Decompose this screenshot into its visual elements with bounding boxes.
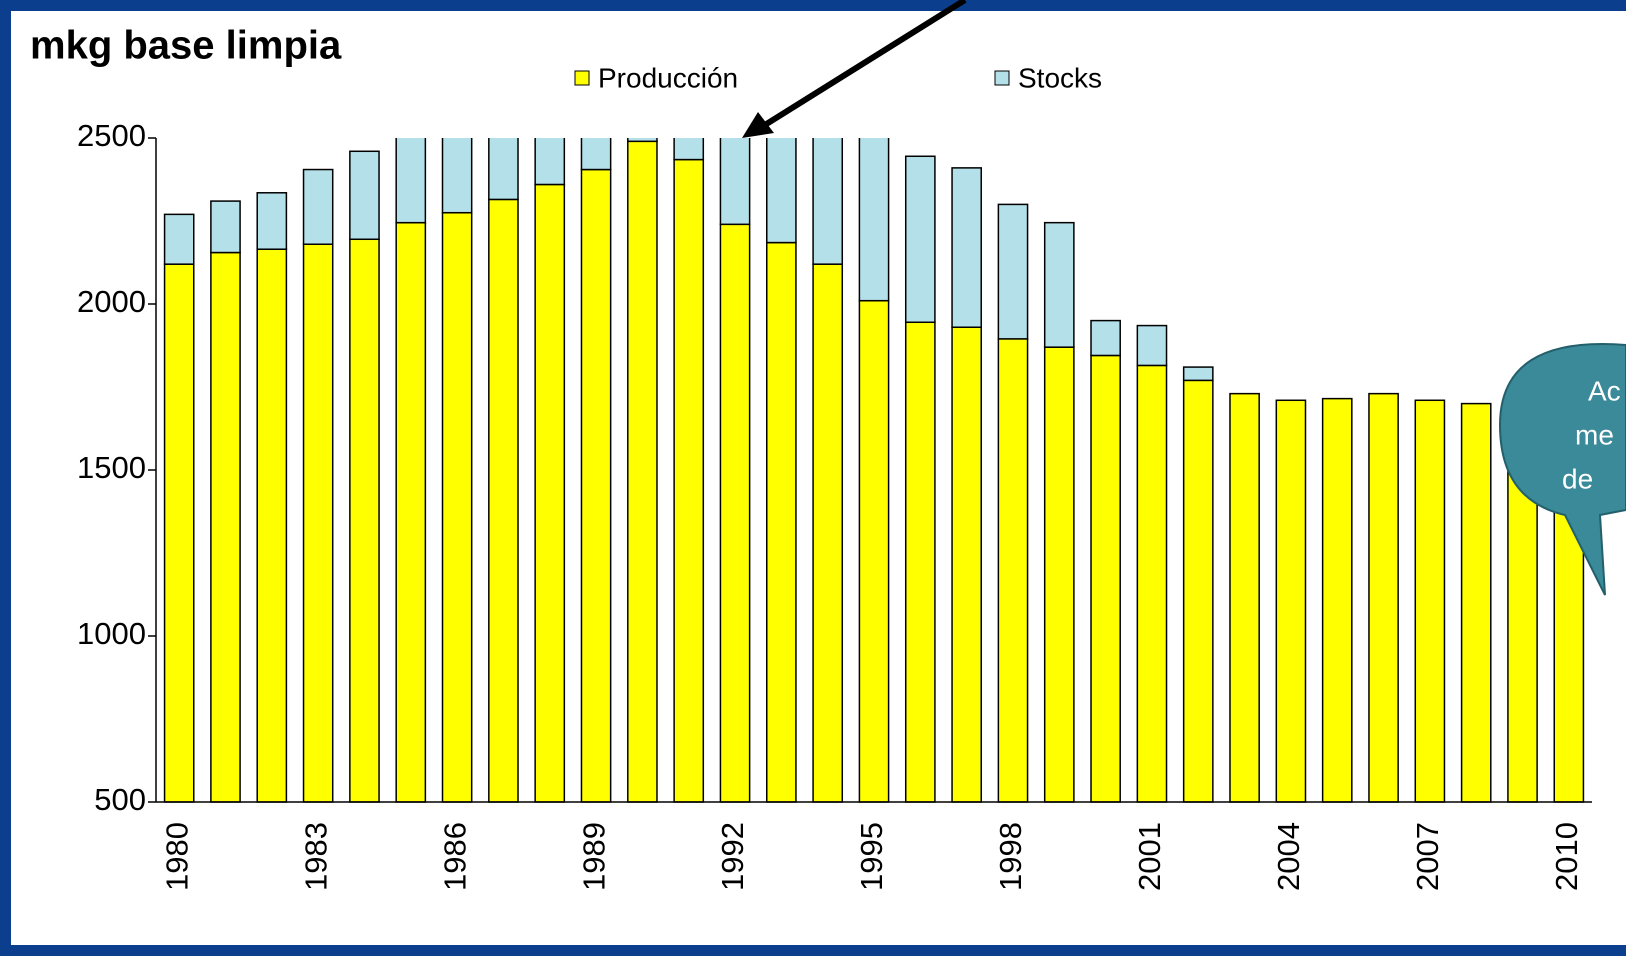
x-tick-label: 2001 (1132, 822, 1167, 891)
x-tick-label: 1995 (854, 822, 889, 891)
bars (163, 138, 1585, 803)
bar-segment (1229, 392, 1260, 803)
x-tick-label: 1983 (298, 822, 333, 891)
callout-text: de (1562, 463, 1593, 494)
y-tick-label: 1500 (77, 450, 146, 485)
bar-segment (1090, 319, 1121, 357)
bar-segment (1460, 402, 1492, 803)
bar-segment (534, 138, 566, 186)
bar-segment (1275, 399, 1307, 803)
callout-text: Ac (1588, 375, 1621, 406)
bar-segment (441, 211, 473, 803)
bar-segment (1368, 392, 1399, 803)
arrowhead (742, 112, 774, 138)
bar-segment (163, 213, 195, 265)
bar-segment (488, 198, 519, 803)
bar-segment (1321, 397, 1353, 803)
bar-segment (1136, 324, 1168, 367)
legend-swatch (994, 70, 1010, 86)
bar-segment (1182, 379, 1214, 803)
bar-segment (673, 158, 705, 803)
bar-segment (719, 138, 751, 226)
bar-segment (997, 203, 1029, 340)
bar-segment (997, 338, 1029, 803)
bar-segment (488, 138, 519, 201)
bar-segment (1182, 366, 1214, 382)
bar-segment (766, 241, 797, 803)
bar-segment (627, 138, 658, 143)
bar-segment (951, 167, 982, 328)
bar-segment (580, 138, 612, 171)
x-tick-label: 1980 (159, 822, 194, 891)
bar-segment (673, 138, 705, 161)
bar-segment (719, 223, 751, 803)
bar-segment (812, 263, 844, 803)
bar-segment (349, 150, 380, 241)
bar-segment (1043, 221, 1075, 348)
bar-segment (1414, 399, 1446, 803)
bar-segment (395, 138, 427, 224)
arrow (758, 0, 967, 131)
bar-segment (534, 183, 566, 803)
y-tick-label: 500 (94, 782, 146, 817)
bar-segment (951, 326, 982, 803)
bar-segment (395, 221, 427, 803)
x-tick-label: 1989 (576, 822, 611, 891)
bar-segment (441, 138, 473, 214)
x-tick-label: 1986 (437, 822, 472, 891)
bar-segment (580, 168, 612, 803)
bar-segment (812, 138, 844, 265)
legend-label: Stocks (1018, 62, 1102, 93)
x-tick-label: 1992 (715, 822, 750, 891)
callout-text: me (1575, 419, 1614, 450)
y-tick-label: 2500 (77, 118, 146, 153)
x-tick-label: 2004 (1271, 822, 1306, 891)
bar-segment (1090, 354, 1121, 803)
bar-segment (302, 243, 334, 803)
x-tick-label: 2007 (1410, 822, 1445, 891)
x-tick-label: 1998 (993, 822, 1028, 891)
y-tick-label: 2000 (77, 284, 146, 319)
y-tick-label: 1000 (77, 616, 146, 651)
legend-label: Producción (598, 62, 738, 93)
bar-segment (1043, 346, 1075, 803)
x-tick-label: 2010 (1549, 822, 1584, 891)
bar-segment (302, 168, 334, 245)
bar-segment (256, 248, 288, 803)
bar-segment (256, 192, 288, 250)
bar-segment (1136, 364, 1168, 803)
legend-swatch (574, 70, 590, 86)
callout (1498, 343, 1626, 596)
bar-segment (904, 321, 936, 803)
bar-segment (163, 263, 195, 803)
bar-segment (858, 138, 890, 302)
bar-segment (210, 200, 241, 254)
bar-segment (627, 140, 658, 803)
bar-segment (904, 155, 936, 324)
bar-segment (210, 251, 241, 803)
chart-title: mkg base limpia (30, 24, 342, 68)
bar-segment (766, 138, 797, 244)
bar-segment (349, 238, 380, 803)
bar-segment (858, 299, 890, 803)
